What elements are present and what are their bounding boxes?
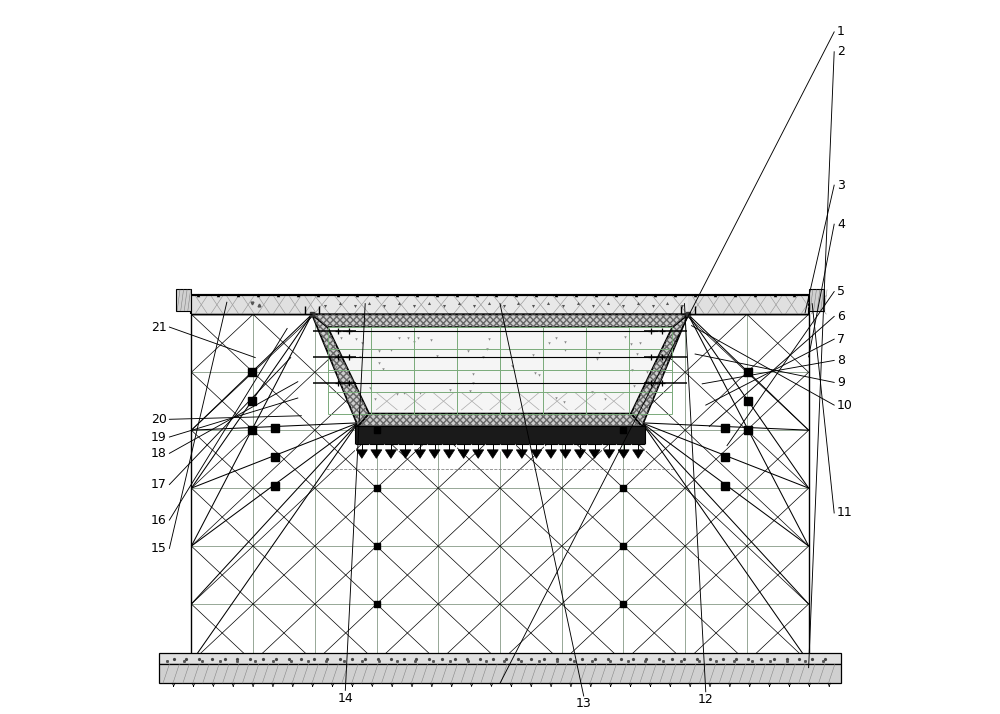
Polygon shape	[560, 450, 571, 458]
Text: 17: 17	[151, 478, 167, 491]
Polygon shape	[604, 450, 615, 458]
Text: 19: 19	[151, 431, 167, 443]
Text: 7: 7	[837, 333, 845, 346]
Polygon shape	[516, 450, 527, 458]
Polygon shape	[458, 450, 469, 458]
Polygon shape	[589, 450, 600, 458]
Polygon shape	[631, 314, 688, 426]
Polygon shape	[473, 450, 484, 458]
Text: 1: 1	[837, 26, 845, 39]
Text: 9: 9	[837, 376, 845, 389]
Bar	[191, 295, 809, 314]
Polygon shape	[633, 450, 644, 458]
Bar	[355, 426, 645, 444]
Polygon shape	[328, 327, 672, 413]
Polygon shape	[531, 450, 542, 458]
Polygon shape	[618, 450, 629, 458]
Text: 16: 16	[151, 513, 167, 526]
Polygon shape	[414, 450, 426, 458]
Bar	[159, 653, 841, 664]
Text: 2: 2	[837, 45, 845, 59]
Text: 14: 14	[337, 692, 353, 705]
Text: 4: 4	[837, 218, 845, 231]
Polygon shape	[312, 314, 369, 426]
Polygon shape	[371, 450, 382, 458]
Polygon shape	[688, 295, 809, 314]
Text: 3: 3	[837, 178, 845, 191]
Polygon shape	[429, 450, 440, 458]
Bar	[809, 289, 824, 311]
Text: 20: 20	[151, 413, 167, 426]
Polygon shape	[545, 450, 556, 458]
Polygon shape	[444, 450, 455, 458]
Polygon shape	[358, 413, 642, 426]
Bar	[176, 289, 191, 311]
Polygon shape	[385, 450, 396, 458]
Text: 21: 21	[151, 321, 167, 333]
Text: 10: 10	[837, 398, 853, 411]
Text: 18: 18	[151, 447, 167, 460]
Polygon shape	[400, 450, 411, 458]
Polygon shape	[574, 450, 586, 458]
Polygon shape	[356, 450, 367, 458]
Text: 11: 11	[837, 506, 853, 520]
Text: 12: 12	[698, 693, 714, 706]
Text: 6: 6	[837, 310, 845, 323]
Text: 13: 13	[576, 698, 592, 710]
Text: 5: 5	[837, 285, 845, 298]
Text: 15: 15	[151, 542, 167, 555]
Bar	[159, 664, 841, 683]
Polygon shape	[487, 450, 498, 458]
Text: 8: 8	[837, 354, 845, 367]
Polygon shape	[312, 314, 688, 327]
Polygon shape	[191, 295, 312, 314]
Polygon shape	[502, 450, 513, 458]
